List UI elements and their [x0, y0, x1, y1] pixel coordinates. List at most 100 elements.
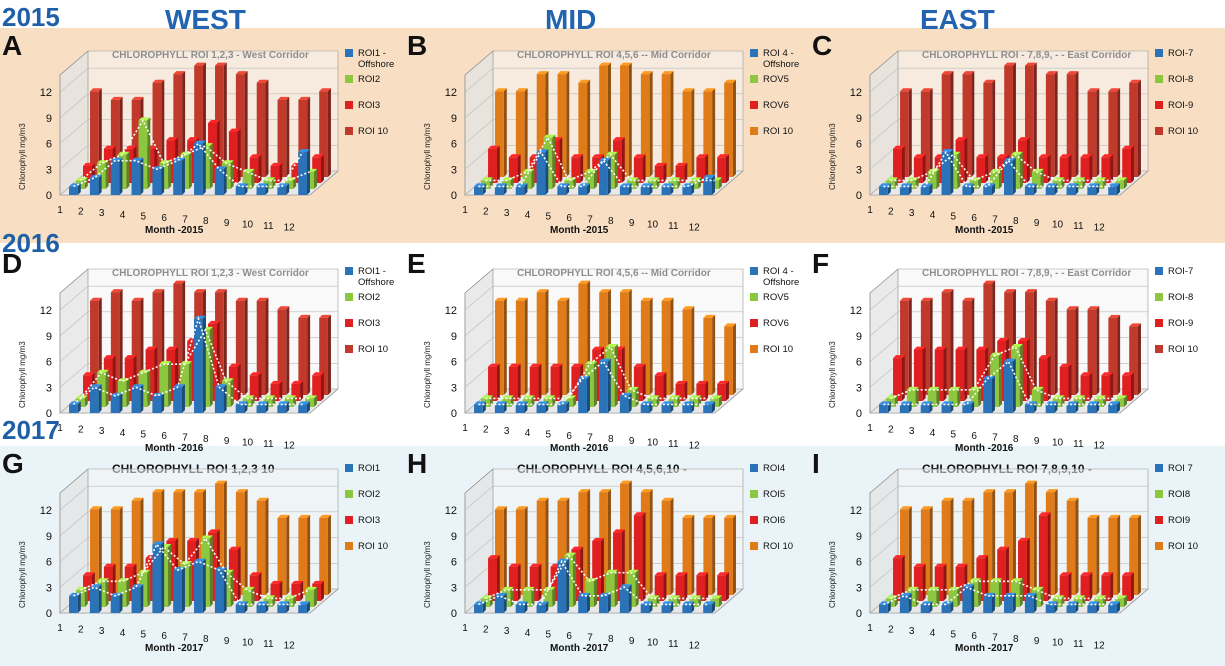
bar: [69, 401, 81, 413]
bar: [1122, 572, 1134, 601]
bar: [1087, 601, 1100, 613]
legend-swatch: [750, 293, 758, 301]
bar: [682, 88, 695, 177]
x-tick-label: 7: [182, 633, 188, 644]
bar: [1087, 401, 1100, 413]
legend-item: ROI 10: [345, 344, 405, 370]
chart-legend: ROI 4 - Offshore ROV5 ROV6 ROI 10: [750, 266, 810, 370]
x-tick-label: 7: [992, 433, 998, 444]
x-tick-label: 8: [203, 216, 209, 227]
legend-swatch: [345, 490, 353, 498]
legend-swatch: [345, 293, 353, 301]
bar: [682, 306, 695, 395]
x-tick-label: 5: [546, 629, 552, 640]
legend-item: ROI-9: [1155, 100, 1198, 126]
x-tick-label: 2: [483, 625, 489, 636]
bar: [578, 79, 591, 177]
legend-item: ROI-8: [1155, 292, 1198, 318]
bar: [675, 380, 688, 401]
series-trend-line: [485, 345, 715, 400]
x-tick-label: 6: [566, 631, 572, 642]
legend-item: ROI8: [1155, 489, 1198, 515]
x-tick-label: 11: [263, 221, 274, 232]
bar: [536, 149, 549, 195]
bar: [682, 601, 695, 613]
bar: [277, 183, 290, 195]
x-tick-label: 4: [930, 210, 936, 221]
y-axis-label: Chlorophyll mg/m3: [423, 341, 432, 408]
bar: [319, 514, 331, 595]
legend-swatch: [1155, 267, 1163, 275]
legend-item: ROI-8: [1155, 74, 1198, 100]
legend-swatch: [345, 101, 353, 109]
bar: [152, 392, 165, 413]
bar: [256, 183, 269, 195]
legend-item: ROI1: [345, 463, 388, 489]
x-tick-label: 10: [647, 437, 659, 448]
y-tick-label: 9: [451, 113, 457, 125]
bar: [703, 401, 715, 413]
x-tick-label: 2: [78, 207, 84, 218]
chart-panel-a: ACHLOROPHYLL ROI 1,2,3 - West Corridor03…: [0, 30, 405, 245]
bar: [1108, 314, 1121, 395]
bar: [879, 183, 891, 195]
y-tick-label: 0: [856, 408, 862, 420]
y-tick-label: 3: [46, 164, 52, 176]
x-tick-label: 7: [992, 633, 998, 644]
y-tick-label: 12: [445, 305, 457, 317]
bar: [270, 380, 283, 401]
bar: [640, 297, 653, 395]
bar: [1066, 183, 1079, 195]
legend-label: ROI3: [358, 318, 381, 329]
bar: [494, 183, 507, 195]
y-tick-label: 6: [46, 557, 52, 569]
bar: [703, 601, 715, 613]
gridline: [464, 362, 743, 388]
chart-legend: ROI 7 ROI8 ROI9 ROI 10: [1155, 463, 1198, 567]
x-tick-label: 5: [951, 629, 957, 640]
x-tick-label: 10: [647, 637, 659, 648]
x-tick-label: 6: [971, 213, 977, 224]
bar: [997, 546, 1009, 601]
legend-item: ROI 10: [750, 344, 810, 370]
legend-label: ROI1 - Offshore: [358, 266, 395, 288]
x-tick-label: 1: [57, 623, 63, 634]
bar: [291, 580, 304, 601]
panel-letter: A: [2, 30, 23, 61]
bar: [1080, 572, 1093, 601]
x-tick-label: 4: [930, 628, 936, 639]
legend-item: ROV5: [750, 292, 810, 318]
legend-swatch: [750, 516, 758, 524]
bar: [1108, 183, 1120, 195]
gridline: [869, 311, 1148, 337]
gridline: [869, 537, 1148, 562]
x-tick-label: 5: [141, 629, 147, 640]
bar: [962, 183, 975, 195]
legend-swatch: [345, 542, 353, 550]
bar: [578, 489, 591, 595]
y-tick-label: 9: [46, 531, 52, 543]
x-tick-label: 12: [284, 641, 296, 652]
bar: [256, 297, 269, 395]
gridline: [464, 485, 743, 511]
year-label-2017: 2017: [2, 415, 60, 445]
bar: [152, 541, 165, 613]
bar: [682, 514, 695, 595]
bar: [661, 601, 674, 613]
x-tick-label: 10: [647, 219, 659, 230]
bar: [633, 154, 646, 183]
x-tick-label: 3: [99, 426, 105, 437]
bar: [319, 314, 331, 395]
bar: [906, 386, 919, 407]
bar: [277, 401, 290, 413]
bar: [194, 315, 206, 413]
x-tick-label: 10: [242, 437, 254, 448]
bar: [962, 584, 975, 613]
legend-label: ROI1: [358, 463, 381, 474]
x-tick-label: 8: [1013, 634, 1019, 645]
y-tick-label: 9: [46, 331, 52, 343]
bar: [494, 401, 507, 413]
legend-item: ROI 10: [1155, 126, 1198, 152]
gridline: [59, 285, 338, 311]
